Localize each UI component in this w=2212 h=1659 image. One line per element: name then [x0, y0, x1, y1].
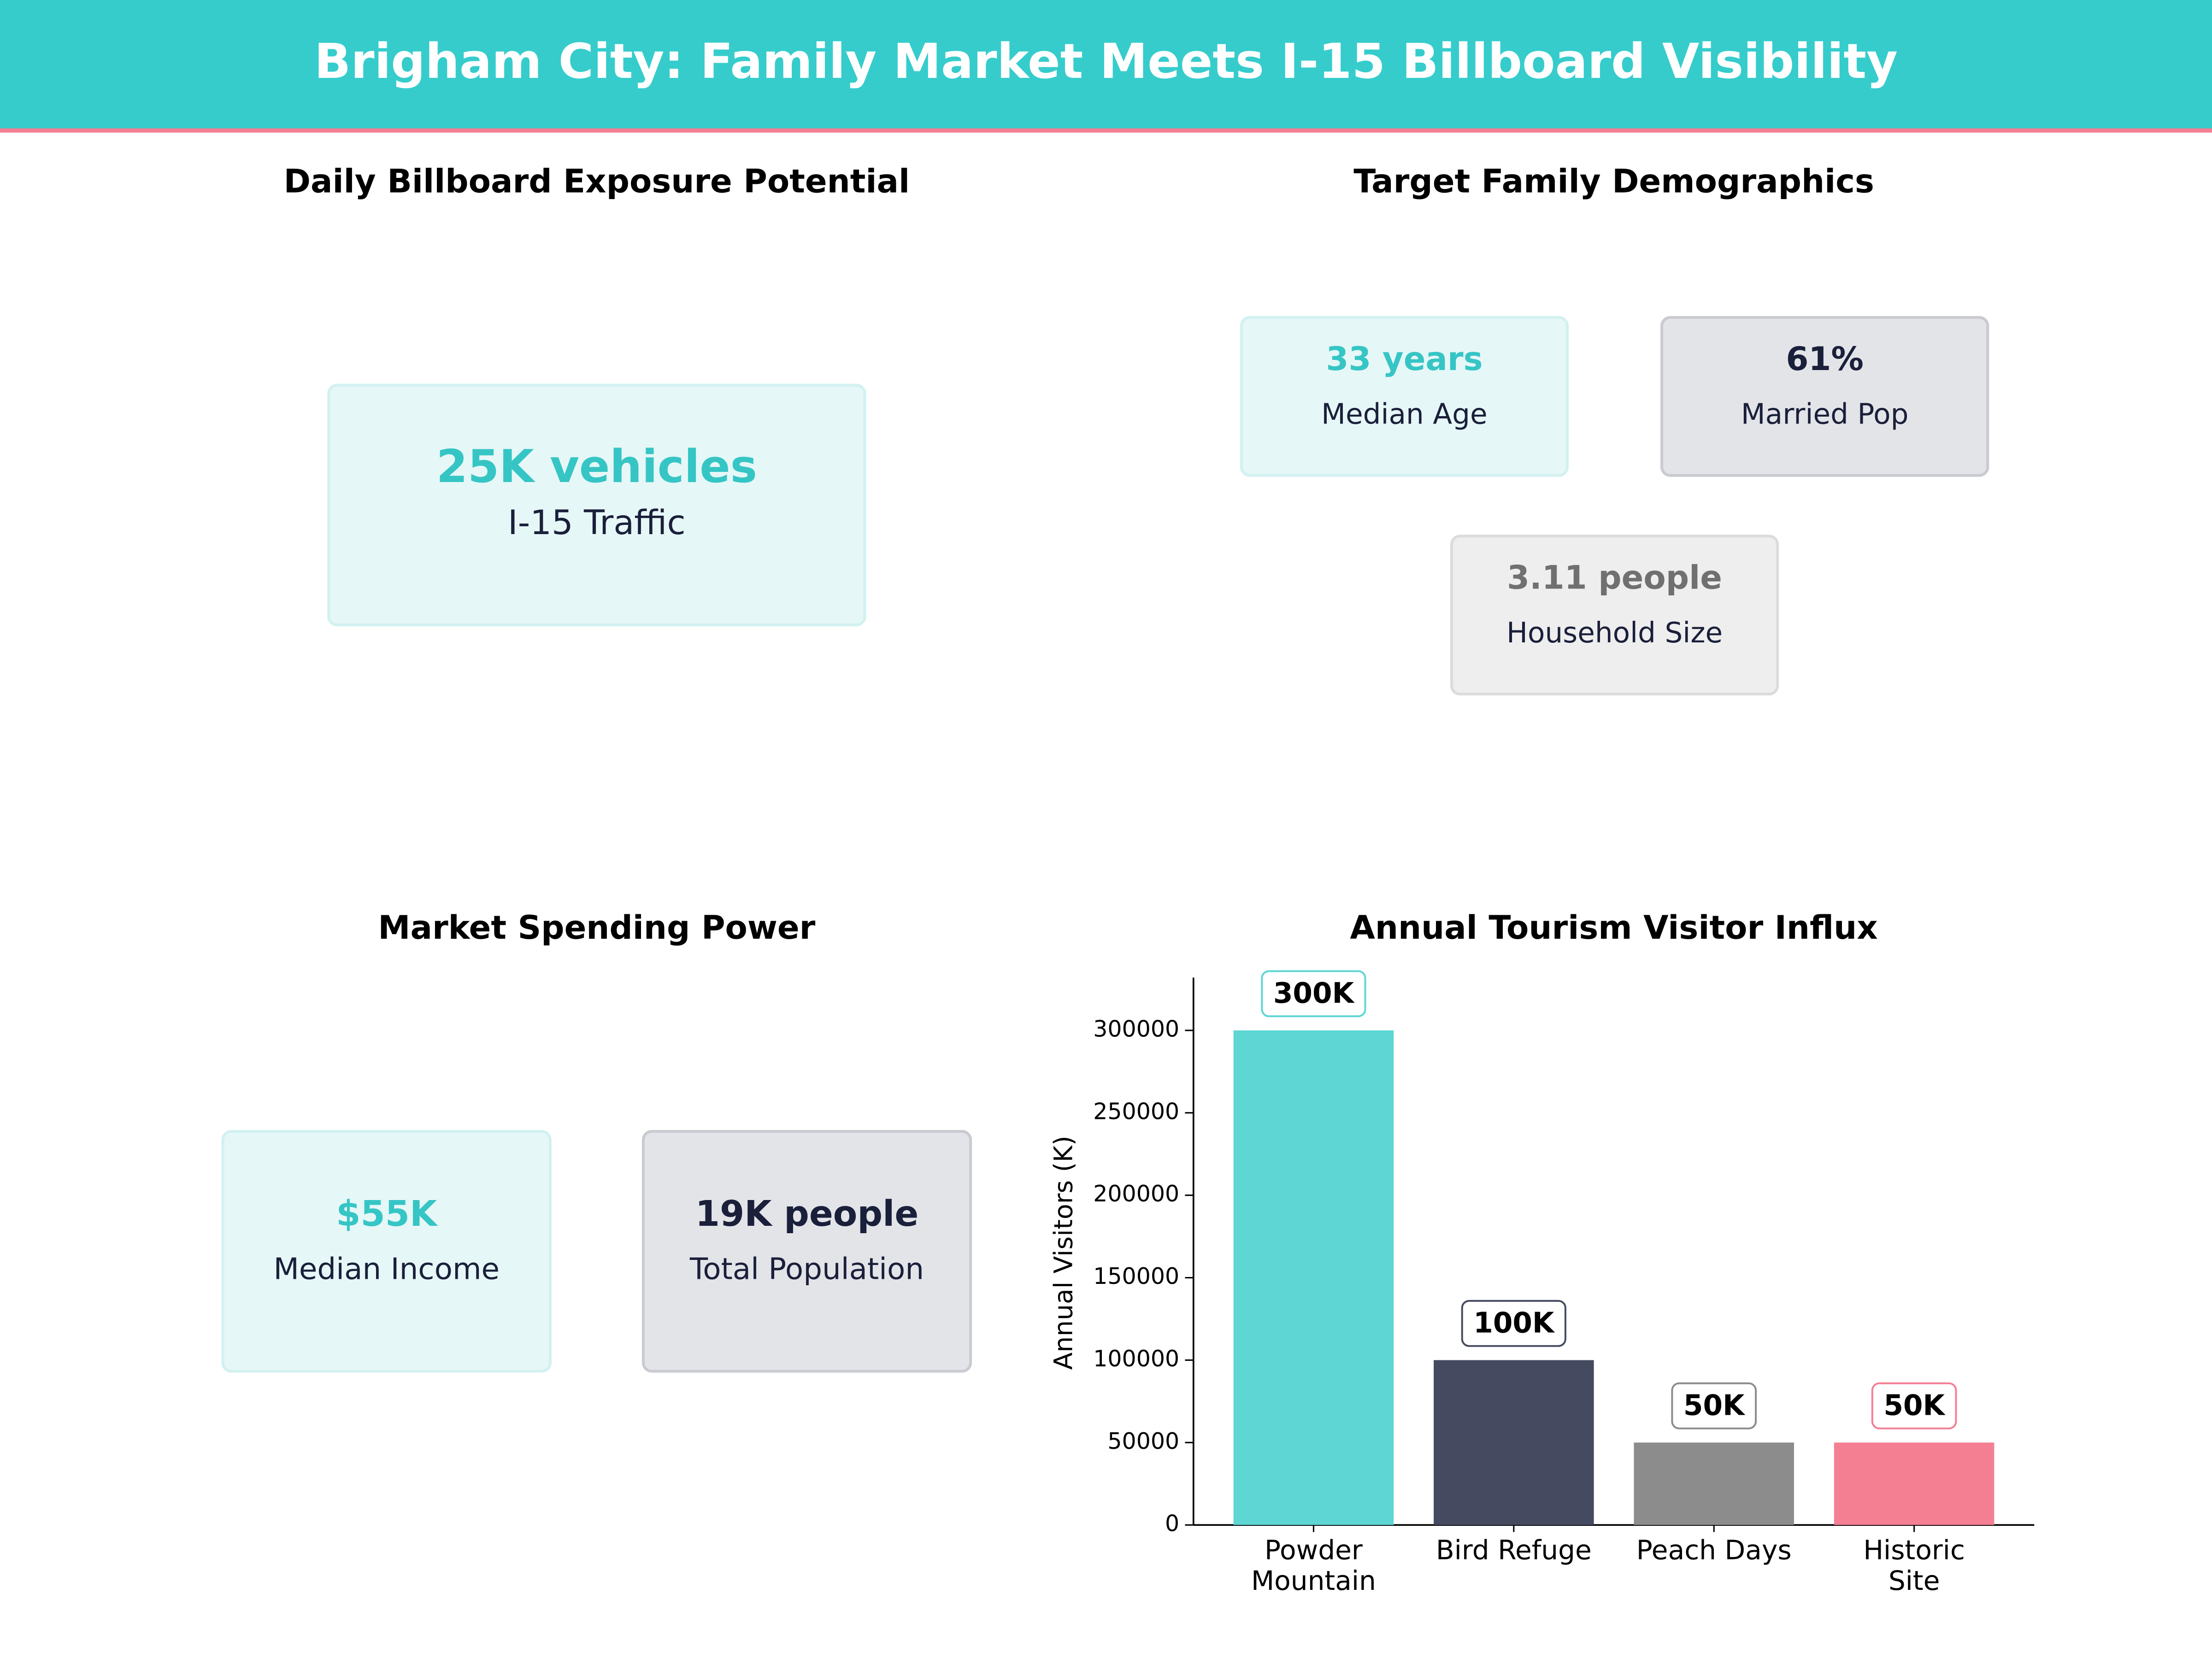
value-label: 50K: [1883, 1389, 1946, 1422]
kpi-value: 25K vehicles: [436, 441, 757, 493]
kpi-value: 33 years: [1326, 340, 1483, 378]
kpi-card: [1240, 316, 1569, 477]
kpi-card: [641, 1130, 972, 1373]
bar: [1233, 1030, 1394, 1525]
x-tick-label: Historic Site: [1863, 1534, 1965, 1596]
bar: [1834, 1442, 1994, 1525]
bar: [1434, 1360, 1594, 1525]
value-label: 50K: [1683, 1389, 1746, 1422]
chart-title: Annual Tourism Visitor Influx: [1350, 909, 1877, 947]
y-tick-label: 300000: [1093, 1016, 1179, 1042]
kpi-value: 61%: [1786, 340, 1863, 378]
kpi-value: $55K: [336, 1194, 438, 1235]
panel-title: Market Spending Power: [378, 909, 815, 947]
value-label-box: [1261, 970, 1366, 1018]
y-tick-label: 250000: [1093, 1098, 1179, 1124]
kpi-card: [1660, 316, 1989, 477]
kpi-label: Median Income: [273, 1252, 500, 1287]
panel-title: Daily Billboard Exposure Potential: [284, 162, 910, 200]
kpi-card: [221, 1130, 552, 1373]
x-tick-label: Powder Mountain: [1251, 1534, 1376, 1596]
kpi-label: I-15 Traffic: [508, 503, 686, 542]
kpi-card: [1450, 535, 1779, 696]
page-title: Brigham City: Family Market Meets I-15 B…: [314, 33, 1898, 89]
kpi-label: Total Population: [689, 1252, 924, 1287]
kpi-label: Married Pop: [1741, 398, 1909, 431]
value-label-box: [1871, 1382, 1957, 1430]
y-tick-label: 100000: [1093, 1346, 1179, 1372]
bar: [1634, 1442, 1794, 1525]
value-label: 100K: [1473, 1306, 1555, 1339]
x-tick-label: Peach Days: [1636, 1534, 1792, 1565]
kpi-value: 19K people: [695, 1194, 919, 1235]
y-tick-label: 150000: [1093, 1263, 1179, 1289]
kpi-card: [327, 383, 866, 627]
y-tick-label: 0: [1165, 1511, 1179, 1537]
y-tick-label: 200000: [1093, 1181, 1179, 1207]
panel-title: Target Family Demographics: [1353, 162, 1874, 200]
value-label-box: [1461, 1300, 1566, 1347]
y-tick-label: 50000: [1107, 1428, 1179, 1454]
header-bar: [0, 0, 2212, 130]
value-label: 300K: [1273, 977, 1355, 1010]
y-axis-label: Annual Visitors (K): [1048, 1135, 1078, 1370]
kpi-label: Median Age: [1321, 398, 1488, 431]
header-rule: [0, 128, 2212, 133]
kpi-label: Household Size: [1506, 617, 1723, 649]
kpi-value: 3.11 people: [1507, 559, 1722, 597]
value-label-box: [1671, 1382, 1757, 1430]
x-tick-label: Bird Refuge: [1436, 1534, 1592, 1565]
